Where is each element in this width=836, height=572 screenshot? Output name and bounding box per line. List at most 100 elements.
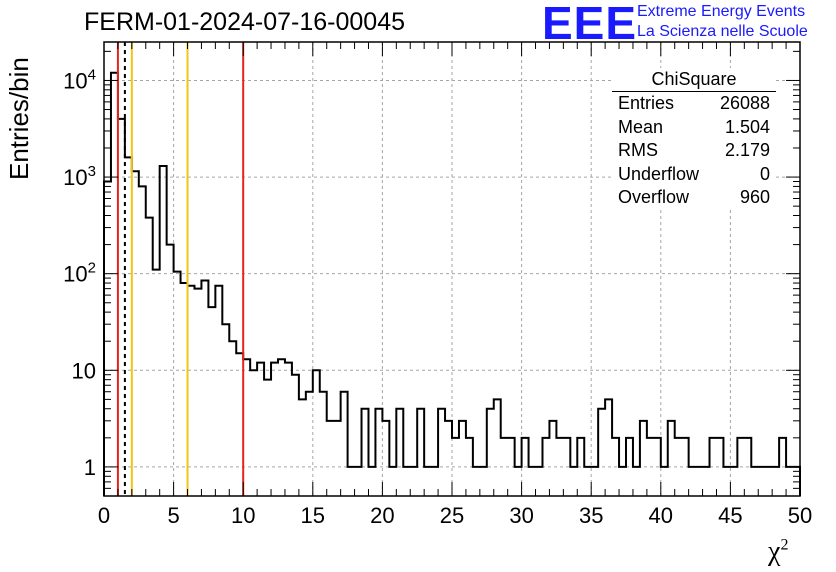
histogram-bin (668, 421, 675, 496)
stats-label: Overflow (618, 187, 690, 207)
histogram-bin (654, 438, 661, 496)
histogram-bin (779, 438, 786, 496)
stats-label: Underflow (618, 163, 700, 184)
x-tick-label: 50 (788, 503, 812, 528)
stats-value: 26088 (719, 93, 770, 113)
histogram-outline (103, 71, 801, 496)
histogram-bin (368, 467, 375, 496)
y-tick-label: 102 (63, 260, 96, 287)
histogram-bin (716, 438, 723, 496)
histogram-bin (201, 281, 208, 496)
histogram-bin (723, 467, 730, 496)
histogram-bin (459, 421, 466, 496)
histogram-bin (174, 272, 181, 496)
histogram-bin (229, 341, 236, 496)
histogram-bin (299, 399, 306, 496)
stats-row-mean: Mean 1.504 (612, 116, 776, 140)
histogram-bin (487, 409, 494, 496)
histogram-bin (313, 370, 320, 496)
x-axis-label-main: χ (768, 536, 781, 567)
histogram-bin (556, 438, 563, 496)
histogram-bin (278, 359, 285, 496)
histogram-bin (125, 157, 132, 496)
x-tick-label: 25 (440, 503, 464, 528)
x-tick-label: 30 (509, 503, 533, 528)
x-tick-label: 10 (231, 503, 255, 528)
histogram-bin (438, 409, 445, 496)
histogram-bin (334, 421, 341, 496)
logo-line-1: Extreme Energy Events (637, 3, 806, 20)
x-tick-label: 45 (718, 503, 742, 528)
histogram-bin (146, 218, 153, 496)
histogram-bin (362, 409, 369, 496)
histogram-title: FERM-01-2024-07-16-00045 (84, 8, 406, 36)
stats-box: ChiSquare Entries 26088 Mean 1.504 RMS 2.17… (612, 68, 776, 210)
histogram-bin (515, 467, 522, 496)
histogram-bin (626, 438, 633, 496)
y-tick-label: 10 (72, 358, 96, 383)
x-tick-label: 15 (301, 503, 325, 528)
histogram-bin (341, 392, 348, 496)
histogram-bin (508, 438, 515, 496)
histogram-bin (703, 467, 710, 496)
x-tick-label: 0 (98, 503, 110, 528)
histogram-bin (612, 438, 619, 496)
histogram-bin (355, 467, 362, 496)
histogram-bin (744, 438, 751, 496)
histogram-bin (111, 73, 118, 496)
stats-label: Mean (618, 116, 664, 137)
histogram-bin (661, 467, 668, 496)
histogram-bin (536, 467, 543, 496)
histogram-bin (153, 270, 160, 496)
histogram-bin (473, 467, 480, 496)
histogram-bin (689, 467, 696, 496)
histogram-bin (647, 438, 654, 496)
histogram-bin (160, 166, 167, 496)
stats-value: 960 (739, 187, 770, 207)
histogram-bin (549, 421, 556, 496)
logo-line-2: La Scienza nelle Scuole (637, 23, 808, 40)
stats-value: 1.504 (724, 116, 770, 137)
histogram-bin (675, 438, 682, 496)
histogram-bin (215, 286, 222, 496)
histogram-bin (598, 409, 605, 496)
histogram-bin (640, 421, 647, 496)
histogram-bin (758, 467, 765, 496)
histogram-bin (633, 467, 640, 496)
histogram-bin (285, 363, 292, 496)
histogram-bin (250, 370, 257, 496)
x-tick-label: 40 (649, 503, 673, 528)
histogram-bin (181, 283, 188, 496)
histogram-bin (306, 392, 313, 496)
histogram-bin (765, 467, 772, 496)
histogram-bin (348, 467, 355, 496)
histogram-bin (772, 467, 779, 496)
histogram-bin (167, 245, 174, 496)
histogram-bin (327, 421, 334, 496)
logo-caption: Extreme Energy Events La Scienza nelle S… (637, 2, 808, 42)
histogram-bin (584, 467, 591, 496)
histogram-bin (619, 467, 626, 496)
histogram-bin (542, 438, 549, 496)
histogram-bin (452, 438, 459, 496)
histogram-bin (410, 467, 417, 496)
histogram-bin (730, 467, 737, 496)
histogram-bin (188, 286, 195, 496)
histogram-bin (591, 467, 598, 496)
y-tick-label: 1 (84, 455, 96, 480)
histogram-bin (403, 467, 410, 496)
histogram-bin (222, 324, 229, 496)
histogram-bin (445, 421, 452, 496)
histogram-bin (320, 392, 327, 496)
histogram-bin (396, 409, 403, 496)
x-axis-label: χ2 (768, 536, 788, 568)
histogram-bin (139, 186, 146, 496)
histogram-bin (501, 438, 508, 496)
y-tick-label: 103 (63, 163, 96, 190)
stats-value: 2.179 (724, 140, 770, 160)
histogram-bin (389, 467, 396, 496)
histogram-bin (466, 438, 473, 496)
x-tick-label: 35 (579, 503, 603, 528)
histogram-bin (786, 467, 793, 496)
